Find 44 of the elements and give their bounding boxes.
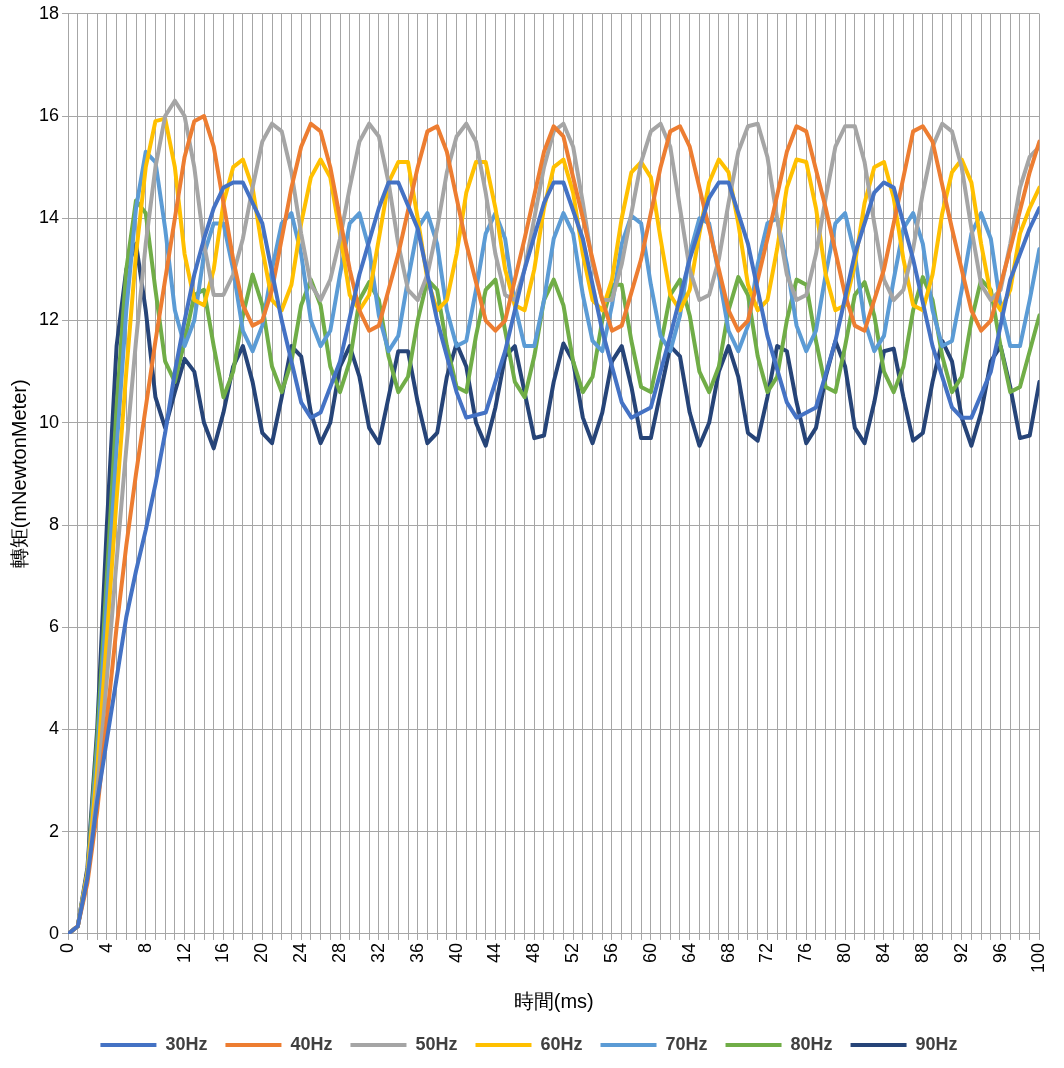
x-tick-label: 20: [251, 942, 272, 963]
x-tick-label: 12: [173, 942, 194, 963]
legend-label: 40Hz: [290, 1033, 333, 1054]
y-tick-label: 16: [38, 105, 60, 126]
y-tick-label: 18: [38, 2, 60, 23]
x-tick-label: 72: [756, 942, 777, 963]
x-tick-label: 80: [834, 942, 855, 963]
y-axis-title: 轉矩(mNewtonMeter): [7, 379, 30, 569]
legend-label: 30Hz: [165, 1033, 208, 1054]
legend-label: 90Hz: [915, 1033, 958, 1054]
x-tick-label: 48: [523, 942, 544, 963]
x-tick-label: 96: [989, 942, 1010, 963]
y-tick-label: 2: [49, 820, 60, 841]
x-tick-label: 40: [445, 942, 466, 963]
x-tick-label: 56: [600, 942, 621, 963]
x-tick-label: 68: [717, 942, 738, 963]
y-tick-label: 12: [38, 309, 60, 330]
y-tick-label: 8: [49, 513, 60, 534]
x-tick-label: 92: [950, 942, 971, 963]
x-tick-label: 60: [639, 942, 660, 963]
x-tick-label: 32: [367, 942, 388, 963]
x-tick-label: 52: [562, 942, 583, 963]
x-tick-label: 4: [95, 942, 116, 953]
y-tick-label: 4: [49, 718, 60, 739]
x-tick-label: 44: [484, 942, 505, 963]
legend-label: 60Hz: [540, 1033, 583, 1054]
x-tick-label: 100: [1028, 942, 1049, 974]
x-tick-label: 36: [406, 942, 427, 963]
x-axis-title: 時間(ms): [513, 989, 594, 1012]
legend-label: 70Hz: [665, 1033, 708, 1054]
x-tick-label: 76: [795, 942, 816, 963]
y-tick-label: 14: [38, 207, 60, 228]
x-tick-label: 8: [134, 942, 155, 953]
x-tick-label: 88: [911, 942, 932, 963]
x-tick-label: 24: [290, 942, 311, 963]
x-tick-label: 16: [212, 942, 233, 963]
x-tick-label: 28: [328, 942, 349, 963]
x-tick-label: 0: [56, 942, 77, 953]
x-tick-label: 84: [872, 942, 893, 963]
legend-label: 80Hz: [790, 1033, 833, 1054]
legend-label: 50Hz: [415, 1033, 458, 1054]
x-tick-label: 64: [678, 942, 699, 963]
y-tick-label: 10: [38, 411, 60, 432]
y-tick-label: 6: [49, 616, 60, 637]
